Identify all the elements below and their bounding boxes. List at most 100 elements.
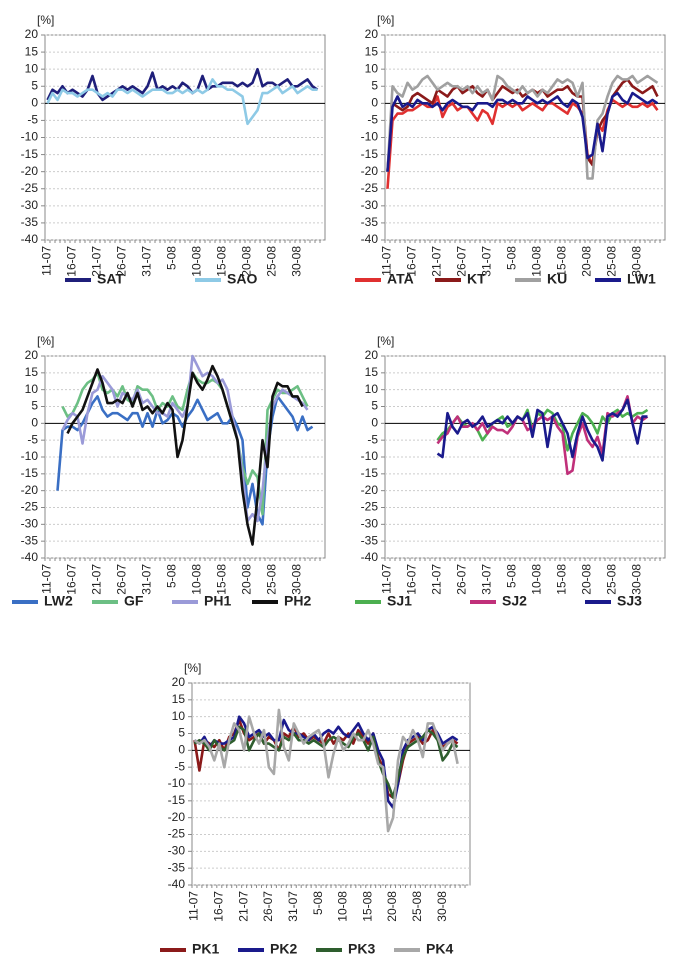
- y-tick-label: -20: [361, 483, 379, 497]
- y-tick-label: 0: [31, 96, 38, 110]
- y-axis-label: [%]: [377, 13, 394, 27]
- y-tick-label: -35: [361, 215, 379, 229]
- x-tick-label: 5-08: [165, 564, 179, 588]
- y-tick-label: -40: [21, 232, 39, 246]
- y-tick-label: -25: [361, 181, 379, 195]
- y-tick-label: 20: [365, 27, 379, 41]
- x-tick-label: 21-07: [90, 246, 104, 277]
- y-tick-label: 20: [172, 675, 186, 689]
- x-tick-label: 31-07: [140, 246, 154, 277]
- y-axis-label: [%]: [37, 334, 54, 348]
- y-tick-label: 5: [31, 399, 38, 413]
- series-line: [46, 78, 318, 126]
- y-tick-label: 0: [178, 743, 185, 757]
- y-tick-label: -25: [21, 181, 39, 195]
- chart: -40 -35 -30 -25 -20 -15 -10 -5 0 5 10 15 20[%] 11-07 1…: [12, 334, 326, 609]
- y-tick-label: -10: [21, 449, 39, 463]
- x-tick-label: 20-08: [580, 564, 594, 595]
- legend-label: PK1: [192, 941, 219, 957]
- x-tick-label: 31-07: [140, 564, 154, 595]
- y-tick-label: -35: [21, 215, 39, 229]
- y-tick-label: 20: [365, 348, 379, 362]
- series-line: [61, 371, 309, 516]
- x-tick-label: 11-07: [380, 246, 394, 276]
- x-tick-label: 16-07: [65, 246, 79, 277]
- y-tick-label: -15: [168, 793, 186, 807]
- legend-label: PK3: [348, 941, 375, 957]
- y-tick-label: -30: [168, 844, 186, 858]
- y-tick-label: 10: [25, 61, 39, 75]
- x-tick-label: 21-07: [90, 564, 104, 595]
- x-tick-label: 25-08: [410, 891, 424, 922]
- legend-label: SAT: [97, 271, 124, 287]
- x-tick-label: 21-07: [236, 891, 250, 922]
- y-tick-label: 10: [365, 382, 379, 396]
- x-tick-label: 25-08: [265, 564, 279, 595]
- x-tick-label: 15-08: [215, 564, 229, 595]
- y-tick-label: 15: [172, 692, 186, 706]
- x-tick-label: 25-08: [605, 246, 619, 277]
- chart: -40 -35 -30 -25 -20 -15 -10 -5 0 5 10 15 20[%] 11-07 1…: [355, 334, 666, 609]
- y-tick-label: -20: [168, 810, 186, 824]
- chart: -40 -35 -30 -25 -20 -15 -10 -5 0 5 10 15 20[%] 11-07 1…: [21, 13, 326, 287]
- y-tick-label: -40: [168, 877, 186, 891]
- x-tick-label: 5-08: [311, 891, 325, 915]
- y-axis-label: [%]: [184, 661, 201, 675]
- y-tick-label: 5: [178, 726, 185, 740]
- x-tick-label: 10-08: [190, 564, 204, 595]
- y-tick-label: -35: [361, 533, 379, 547]
- y-tick-label: 5: [371, 399, 378, 413]
- x-tick-label: 15-08: [555, 564, 569, 595]
- x-tick-label: 11-07: [40, 564, 54, 594]
- chart: -40 -35 -30 -25 -20 -15 -10 -5 0 5 10 15 20[%] 11-07 1…: [355, 13, 666, 287]
- x-tick-label: 31-07: [480, 564, 494, 595]
- y-tick-label: 10: [172, 709, 186, 723]
- y-tick-label: 20: [25, 348, 39, 362]
- series-line: [436, 395, 649, 476]
- legend-label: GF: [124, 593, 144, 609]
- y-tick-label: 0: [371, 96, 378, 110]
- y-tick-label: 20: [25, 27, 39, 41]
- y-tick-label: -5: [174, 759, 185, 773]
- y-tick-label: -40: [361, 550, 379, 564]
- x-tick-label: 10-08: [190, 246, 204, 277]
- series-line: [386, 95, 659, 189]
- y-tick-label: -5: [27, 113, 38, 127]
- x-tick-label: 30-08: [435, 891, 449, 922]
- series-line: [66, 364, 304, 546]
- legend-label: LW1: [627, 271, 656, 287]
- y-tick-label: -35: [168, 860, 186, 874]
- y-tick-label: -10: [361, 130, 379, 144]
- x-tick-label: 10-08: [530, 246, 544, 277]
- x-tick-label: 21-07: [430, 564, 444, 595]
- y-tick-label: -40: [21, 550, 39, 564]
- y-tick-label: -35: [21, 533, 39, 547]
- x-tick-label: 10-08: [530, 564, 544, 595]
- y-tick-label: -5: [367, 113, 378, 127]
- x-tick-label: 15-08: [360, 891, 374, 922]
- y-tick-label: -20: [21, 164, 39, 178]
- x-tick-label: 20-08: [240, 246, 254, 277]
- y-tick-label: 15: [365, 365, 379, 379]
- y-tick-label: 15: [365, 44, 379, 58]
- legend-label: PK4: [426, 941, 453, 957]
- y-tick-label: -15: [361, 466, 379, 480]
- series-line: [193, 715, 459, 809]
- x-tick-label: 20-08: [385, 891, 399, 922]
- legend-label: PH2: [284, 593, 311, 609]
- series-line: [386, 91, 659, 172]
- x-tick-label: 26-07: [261, 891, 275, 922]
- x-tick-label: 16-07: [405, 246, 419, 277]
- x-tick-label: 16-07: [65, 564, 79, 595]
- legend-label: KU: [547, 271, 567, 287]
- x-tick-label: 16-07: [405, 564, 419, 595]
- y-tick-label: -10: [168, 776, 186, 790]
- x-tick-label: 5-08: [505, 564, 519, 588]
- series-line: [61, 354, 309, 523]
- x-tick-label: 26-07: [455, 246, 469, 277]
- y-tick-label: -10: [21, 130, 39, 144]
- x-tick-label: 15-08: [215, 246, 229, 277]
- series-line: [436, 398, 648, 462]
- x-tick-label: 26-07: [115, 564, 129, 595]
